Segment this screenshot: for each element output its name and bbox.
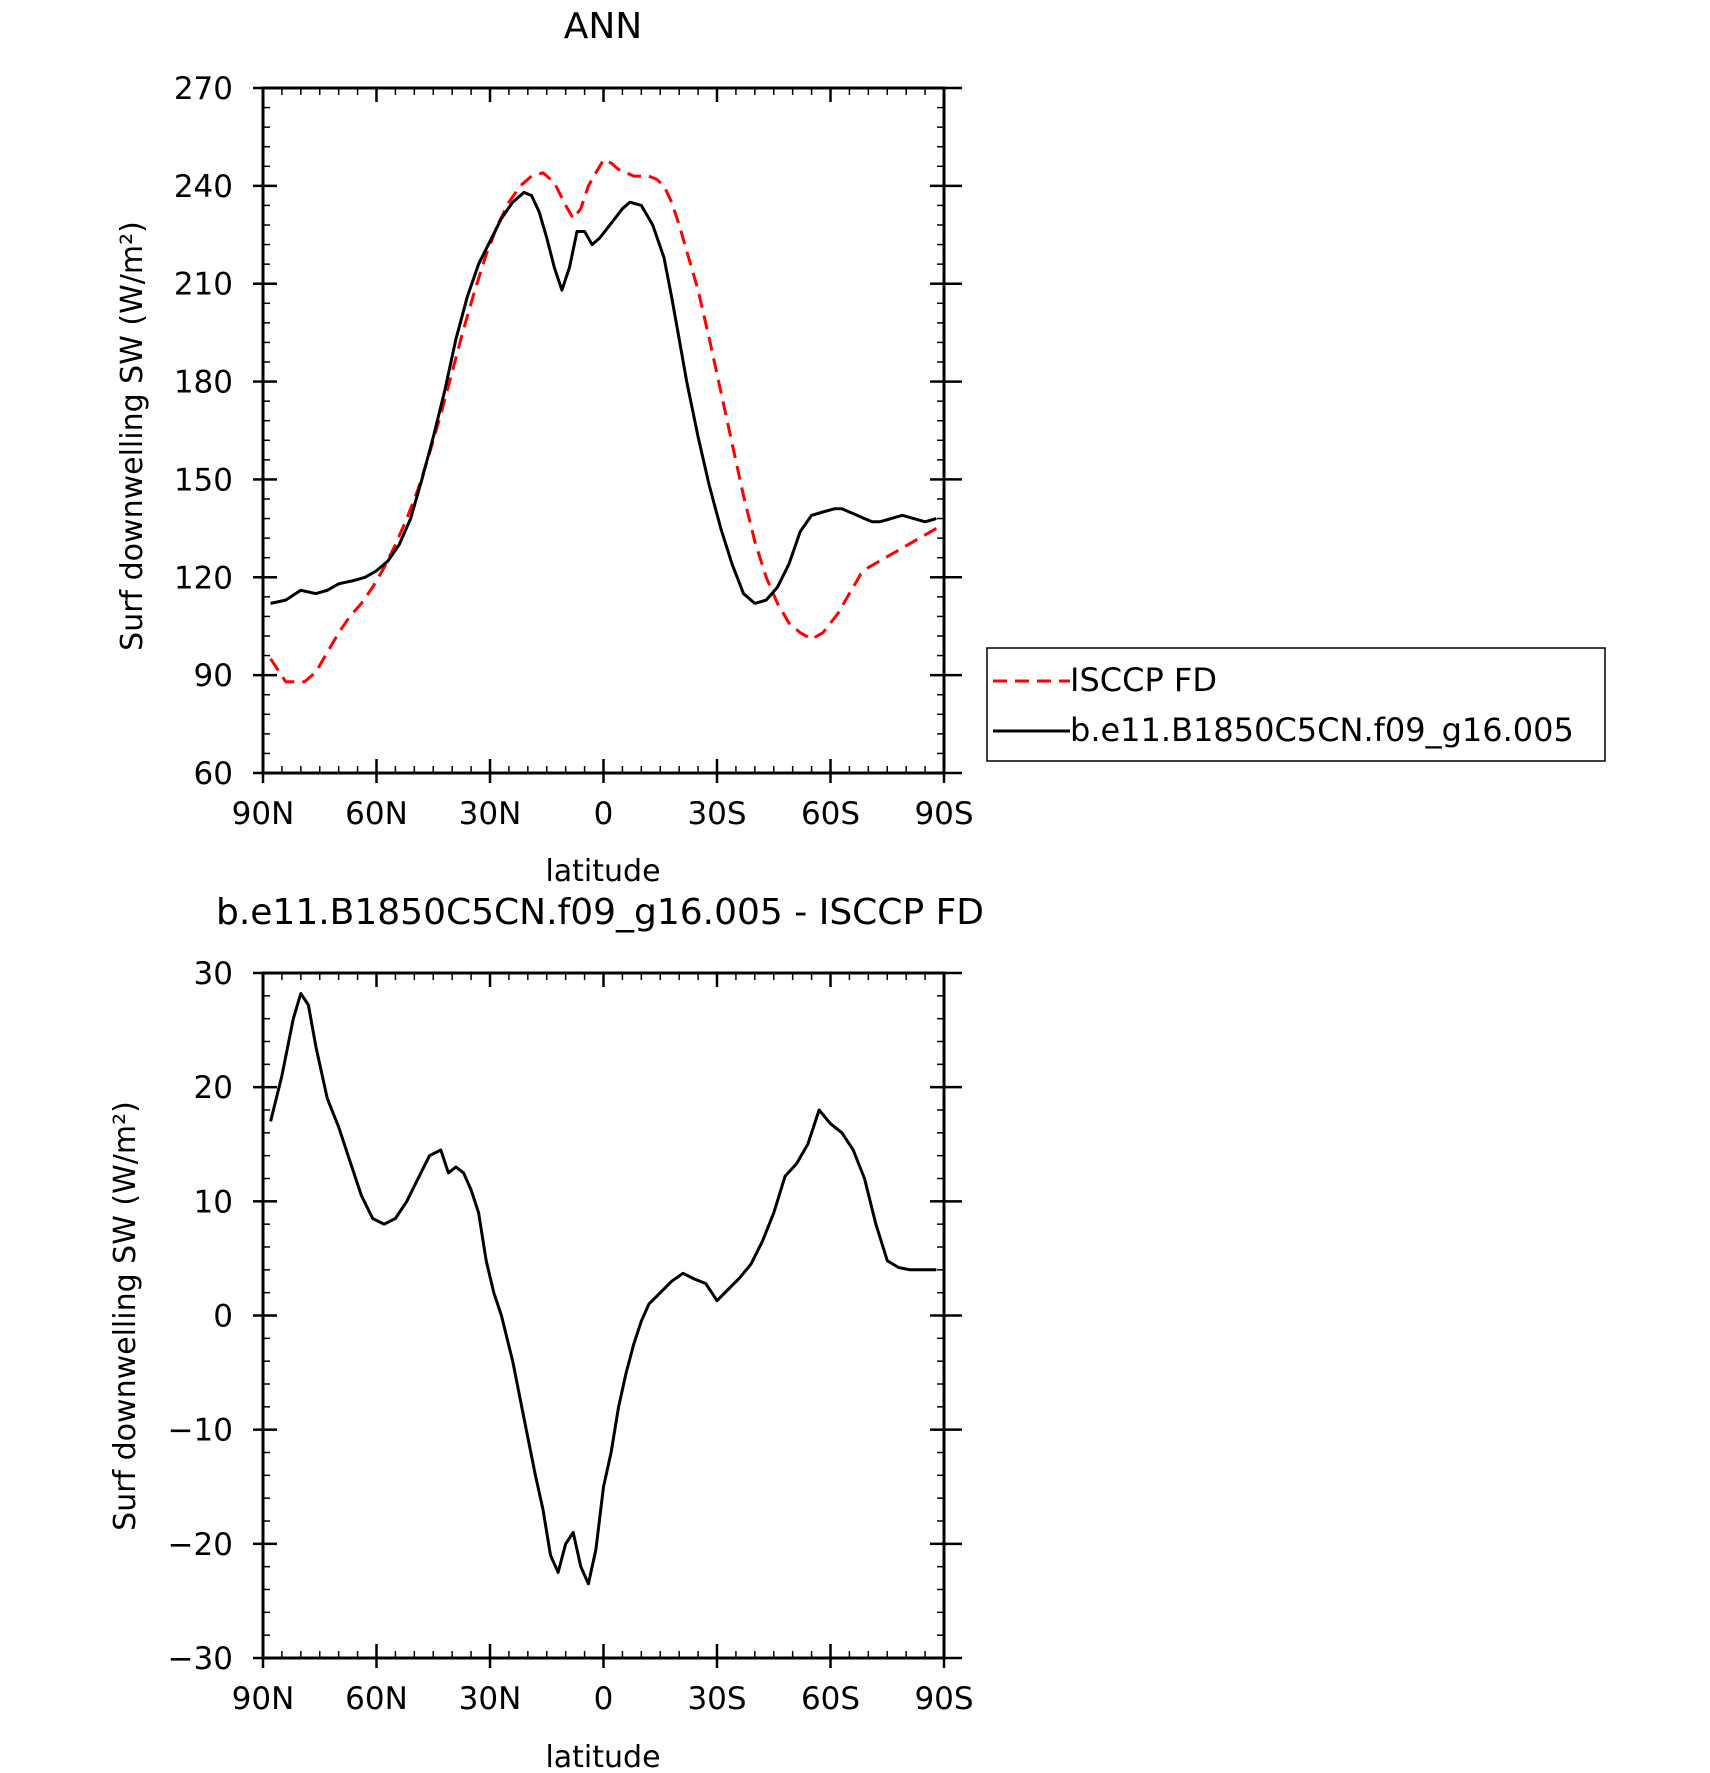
- y-tick-label: 0: [213, 1299, 233, 1335]
- top-panel-y-axis-title: Surf downwelling SW (W/m²): [115, 221, 150, 651]
- x-tick-label: 90S: [914, 1681, 973, 1717]
- y-tick-label: 20: [194, 1070, 233, 1106]
- x-tick-label: 60S: [801, 1681, 860, 1717]
- series-line-solid-1: [270, 190, 937, 605]
- x-tick-label: 90S: [914, 796, 973, 832]
- y-tick-label: 270: [174, 71, 233, 107]
- top-panel-tick-labels: 90N 60N 30N 0 30S 60S 90S 60 90 120 150 180 210 240 27…: [174, 71, 974, 832]
- x-tick-label: 0: [594, 796, 614, 832]
- y-tick-label: −10: [168, 1413, 233, 1449]
- top-panel-title: ANN: [564, 6, 643, 47]
- top-panel-x-axis-title: latitude: [545, 854, 660, 889]
- x-tick-label: 60S: [801, 796, 860, 832]
- top-panel: ANN Surf downwelling SW (W/m²) latitude …: [115, 6, 974, 889]
- bottom-panel-tick-labels: 90N 60N 30N 0 30S 60S 90S −30 −20 −10 0 10 20 30: [168, 956, 974, 1717]
- legend-box: [986, 647, 1606, 762]
- bottom-panel-title: b.e11.B1850C5CN.f09_g16.005 - ISCCP FD: [216, 892, 984, 933]
- series-line-dashed-0: [269, 158, 938, 684]
- y-tick-label: 120: [174, 560, 233, 596]
- x-tick-label: 0: [594, 1681, 614, 1717]
- bottom-panel-ticks: [253, 971, 962, 1668]
- y-tick-label: −20: [168, 1527, 233, 1563]
- x-tick-label: 30S: [687, 1681, 746, 1717]
- bottom-panel-y-axis-title: Surf downwelling SW (W/m²): [108, 1101, 143, 1531]
- series-line-solid-0: [269, 992, 937, 1586]
- legend-label-isccp: ISCCP FD: [1070, 661, 1217, 699]
- y-tick-label: 60: [194, 756, 233, 792]
- top-panel-series-lines: [269, 158, 938, 684]
- y-tick-label: 90: [194, 658, 233, 694]
- x-tick-label: 30S: [687, 796, 746, 832]
- y-tick-label: 150: [174, 462, 233, 498]
- x-tick-label: 30N: [459, 1681, 522, 1717]
- x-tick-label: 90N: [232, 796, 295, 832]
- y-tick-label: 10: [194, 1184, 233, 1220]
- bottom-panel-x-axis-title: latitude: [545, 1740, 660, 1773]
- x-tick-label: 60N: [345, 796, 408, 832]
- top-panel-ticks: [253, 86, 962, 783]
- bottom-panel-frame: [261, 971, 946, 1660]
- bottom-panel: b.e11.B1850C5CN.f09_g16.005 - ISCCP FD S…: [108, 892, 984, 1773]
- x-tick-label: 30N: [459, 796, 522, 832]
- x-tick-label: 60N: [345, 1681, 408, 1717]
- y-tick-label: 180: [174, 365, 233, 401]
- y-tick-label: 240: [174, 169, 233, 205]
- legend: ISCCP FD b.e11.B1850C5CN.f09_g16.005: [986, 647, 1606, 762]
- legend-label-model: b.e11.B1850C5CN.f09_g16.005: [1070, 711, 1574, 749]
- y-tick-label: 30: [194, 956, 233, 992]
- top-panel-frame: [261, 86, 946, 775]
- y-tick-label: 210: [174, 267, 233, 303]
- x-tick-label: 90N: [232, 1681, 295, 1717]
- y-tick-label: −30: [168, 1641, 233, 1677]
- bottom-panel-series-lines: [269, 992, 937, 1586]
